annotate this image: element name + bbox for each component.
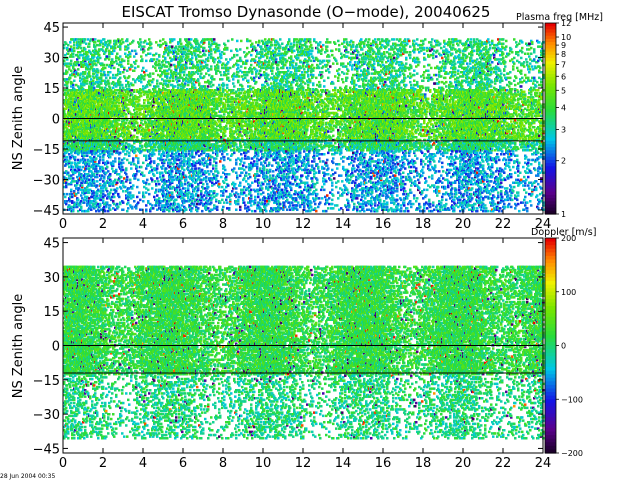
heatmap-cell xyxy=(148,129,151,132)
heatmap-cell xyxy=(118,99,121,102)
heatmap-cell xyxy=(140,95,143,98)
heatmap-cell xyxy=(133,135,136,138)
plasma-frequency-heatmap xyxy=(63,38,545,212)
heatmap-cell xyxy=(131,93,134,96)
heatmap-cell xyxy=(129,132,132,135)
heatmap-cell xyxy=(115,92,118,95)
heatmap-cell xyxy=(136,122,139,125)
heatmap-cell xyxy=(127,108,130,111)
heatmap-cell xyxy=(126,96,129,99)
heatmap-cell xyxy=(125,122,128,125)
heatmap-cell xyxy=(125,113,128,116)
heatmap-cell xyxy=(126,119,129,122)
heatmap-cell xyxy=(118,119,121,122)
heatmap-cell xyxy=(119,108,122,111)
heatmap-cell xyxy=(143,102,146,105)
heatmap-cell xyxy=(118,105,121,108)
heatmap-cell xyxy=(136,136,139,139)
figure-title: EISCAT Tromso Dynasonde (O−mode), 200406… xyxy=(122,3,491,21)
heatmap-cell xyxy=(144,99,147,102)
heatmap-cell xyxy=(138,99,141,102)
heatmap-cell xyxy=(133,89,136,92)
heatmap-cell xyxy=(153,106,156,109)
